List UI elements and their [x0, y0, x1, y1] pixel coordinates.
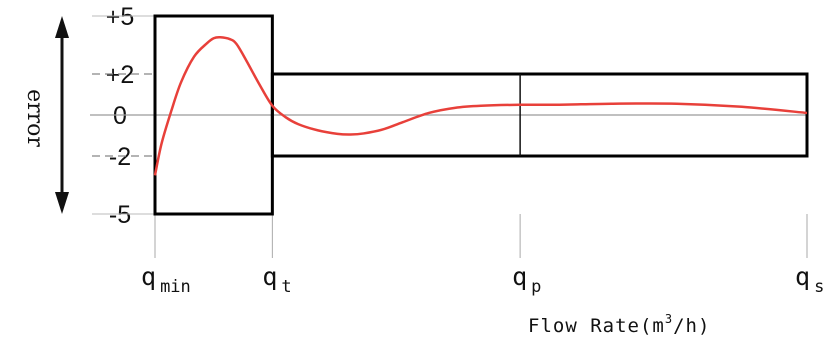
x-axis-label: Flow Rate(m3/h) — [528, 312, 710, 337]
y-tick-label: +2 — [106, 61, 135, 89]
y-tick-label: 0 — [113, 102, 127, 130]
y-tick-label: -2 — [109, 143, 131, 171]
error-curve — [153, 35, 808, 176]
x-tick-label: q min — [141, 262, 191, 297]
x-tick-labels: q min q t q p q s — [141, 262, 824, 297]
y-tick-label: +5 — [106, 3, 135, 31]
y-axis-label: error — [22, 89, 47, 147]
y-tick-label: -5 — [109, 201, 131, 229]
high-flow-limit-box — [270, 72, 809, 158]
y-axis-arrow — [55, 16, 69, 214]
error-envelope — [153, 14, 809, 216]
y-tick-labels: +5 +2 0 -2 -5 — [106, 3, 135, 229]
reference-lines — [90, 15, 808, 258]
